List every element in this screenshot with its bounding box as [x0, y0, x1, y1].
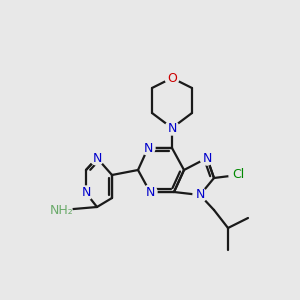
Text: N: N — [145, 185, 155, 199]
Text: N: N — [195, 188, 205, 202]
Circle shape — [229, 166, 247, 184]
Circle shape — [193, 188, 207, 202]
Text: O: O — [167, 71, 177, 85]
Circle shape — [143, 185, 157, 199]
Circle shape — [90, 151, 104, 165]
Text: NH₂: NH₂ — [50, 203, 74, 217]
Text: Cl: Cl — [232, 169, 244, 182]
Text: N: N — [81, 187, 91, 200]
Text: N: N — [202, 152, 212, 164]
Circle shape — [52, 200, 72, 220]
Circle shape — [200, 151, 214, 165]
Text: N: N — [167, 122, 177, 134]
Circle shape — [141, 141, 155, 155]
Text: N: N — [143, 142, 153, 154]
Circle shape — [165, 71, 179, 85]
Circle shape — [165, 121, 179, 135]
Text: N: N — [92, 152, 102, 164]
Circle shape — [79, 186, 93, 200]
